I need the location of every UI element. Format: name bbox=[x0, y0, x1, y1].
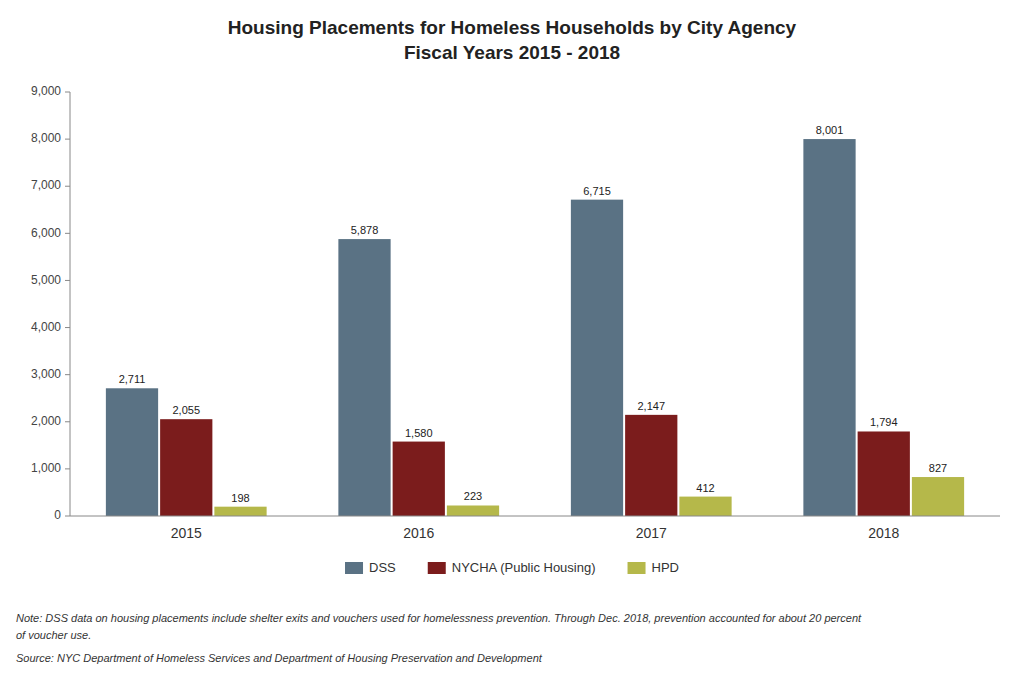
y-tick bbox=[65, 516, 70, 517]
bar bbox=[447, 505, 499, 516]
data-label: 1,794 bbox=[870, 416, 898, 428]
y-tick bbox=[65, 186, 70, 187]
bars bbox=[106, 139, 964, 516]
data-label: 6,715 bbox=[583, 185, 611, 197]
x-tick-label: 2017 bbox=[636, 525, 667, 541]
bar bbox=[106, 388, 158, 516]
y-tick bbox=[65, 374, 70, 375]
y-tick-label: 4,000 bbox=[31, 320, 61, 334]
data-label: 1,580 bbox=[405, 427, 433, 439]
y-tick bbox=[65, 280, 70, 281]
data-label: 2,711 bbox=[119, 373, 146, 385]
y-tick-label: 3,000 bbox=[31, 367, 61, 381]
data-label: 5,878 bbox=[351, 224, 379, 236]
title: Housing Placements for Homeless Househol… bbox=[228, 17, 797, 63]
y-tick bbox=[65, 233, 70, 234]
x-tick-label: 2015 bbox=[171, 525, 202, 541]
legend-item: NYCHA (Public Housing) bbox=[428, 560, 596, 575]
y-tick-label: 2,000 bbox=[31, 414, 61, 428]
x-tick-label: 2018 bbox=[868, 525, 899, 541]
data-label: 827 bbox=[929, 462, 947, 474]
data-label: 412 bbox=[696, 482, 714, 494]
legend-swatch bbox=[428, 562, 446, 574]
bar bbox=[338, 239, 390, 516]
legend-swatch bbox=[628, 562, 646, 574]
legend-label: HPD bbox=[652, 560, 679, 575]
y-tick bbox=[65, 468, 70, 469]
y-tick-label: 6,000 bbox=[31, 226, 61, 240]
bar bbox=[912, 477, 964, 516]
y-tick-label: 9,000 bbox=[31, 84, 61, 98]
y-axis-line bbox=[70, 92, 71, 516]
bar bbox=[858, 431, 910, 516]
y-tick-label: 0 bbox=[54, 508, 61, 522]
data-label: 223 bbox=[464, 490, 482, 502]
y-axis: 0 1,000 2,000 3,000 4,000 5,000 6,000 7,000 8,00… bbox=[31, 84, 70, 522]
title-line: Housing Placements for Homeless Househol… bbox=[228, 17, 797, 38]
bar bbox=[625, 415, 677, 516]
bar bbox=[160, 419, 212, 516]
y-tick bbox=[65, 92, 70, 93]
legend-label: NYCHA (Public Housing) bbox=[452, 560, 596, 575]
annotations: Note: DSS data on housing placements inc… bbox=[16, 612, 862, 664]
legend-label: DSS bbox=[369, 560, 396, 575]
legend: DSS NYCHA (Public Housing) HPD bbox=[345, 560, 679, 575]
annotation: Note: DSS data on housing placements inc… bbox=[16, 612, 862, 624]
chart: Housing Placements for Homeless Househol… bbox=[0, 0, 1024, 698]
bar bbox=[393, 442, 445, 516]
data-label: 8,001 bbox=[816, 124, 844, 136]
y-tick bbox=[65, 139, 70, 140]
bar bbox=[803, 139, 855, 516]
bar bbox=[214, 507, 266, 516]
y-tick-label: 8,000 bbox=[31, 131, 61, 145]
x-axis-line bbox=[70, 516, 1000, 517]
legend-item: HPD bbox=[628, 560, 679, 575]
data-labels: 2,711 5,878 6,715 8,001 2,055 1,580 2,147 1,794… bbox=[119, 124, 948, 504]
annotation: Source: NYC Department of Homeless Servi… bbox=[16, 652, 543, 664]
title-line: Fiscal Years 2015 - 2018 bbox=[404, 42, 620, 63]
legend-item: DSS bbox=[345, 560, 396, 575]
x-tick-label: 2016 bbox=[403, 525, 434, 541]
x-axis: 2015 2016 2017 2018 bbox=[70, 516, 1000, 541]
y-tick-label: 1,000 bbox=[31, 461, 61, 475]
y-tick-label: 7,000 bbox=[31, 178, 61, 192]
legend-swatch bbox=[345, 562, 363, 574]
y-tick bbox=[65, 327, 70, 328]
data-label: 2,147 bbox=[637, 400, 665, 412]
data-label: 198 bbox=[231, 492, 249, 504]
annotation: of voucher use. bbox=[16, 629, 91, 641]
y-tick bbox=[65, 421, 70, 422]
bar bbox=[571, 200, 623, 516]
data-label: 2,055 bbox=[172, 404, 200, 416]
bar bbox=[679, 497, 731, 516]
y-tick-label: 5,000 bbox=[31, 273, 61, 287]
